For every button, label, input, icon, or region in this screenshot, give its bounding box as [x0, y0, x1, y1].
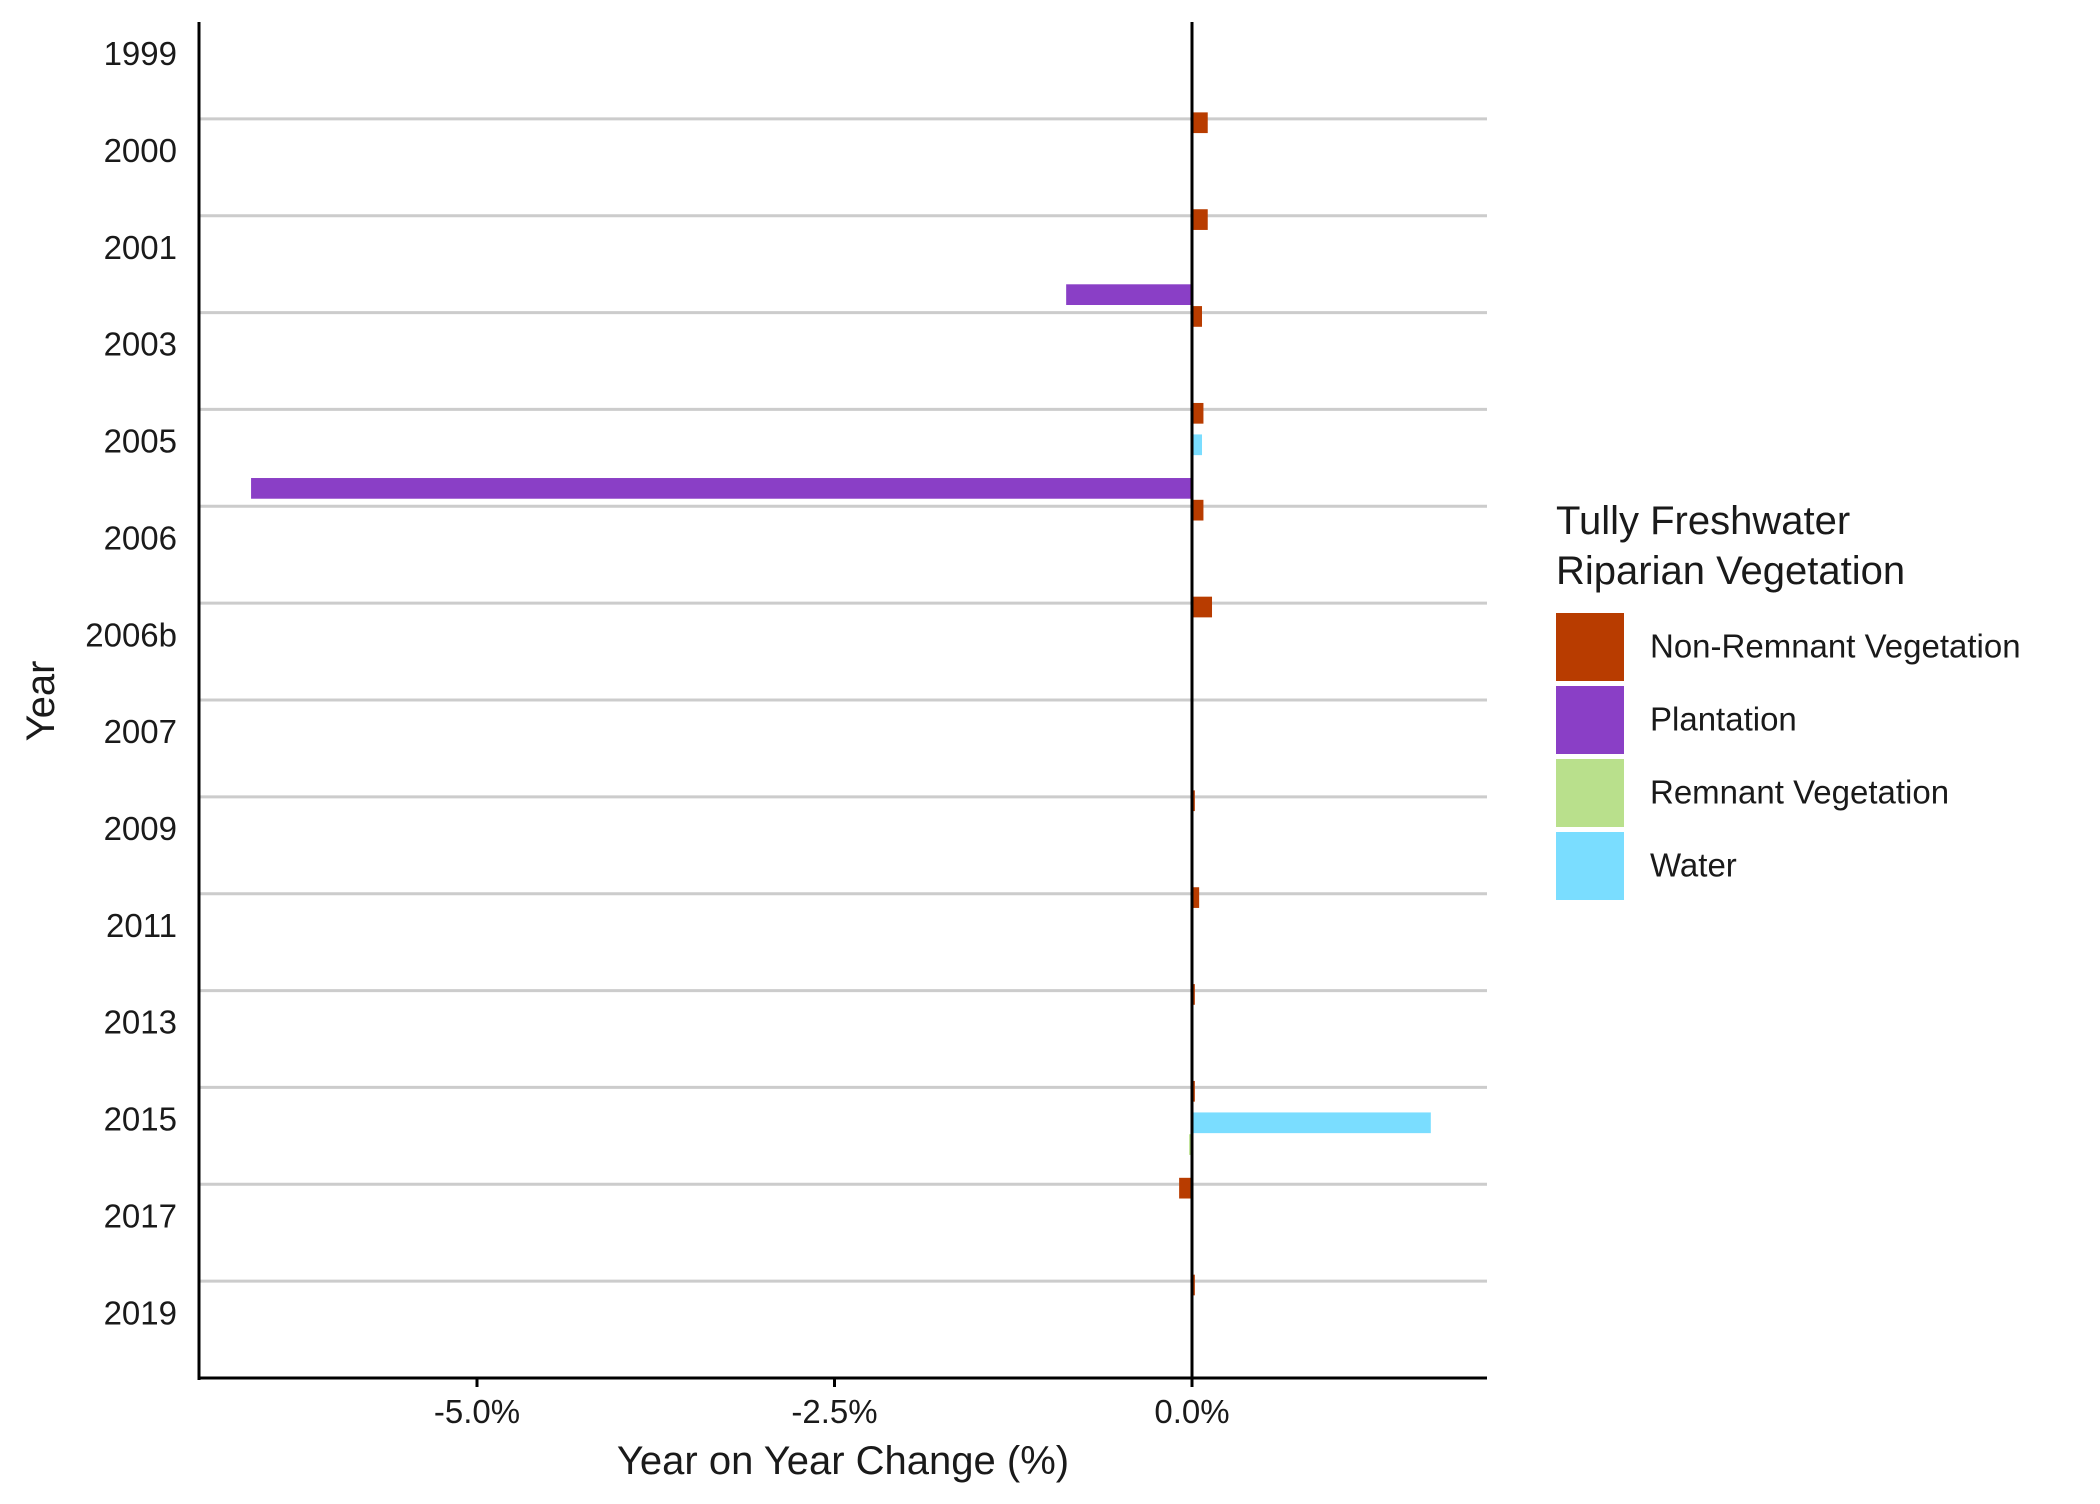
legend-title: Tully Freshwater [1556, 499, 1850, 543]
bar [1192, 499, 1204, 521]
y-tick-label: 2019 [104, 1294, 177, 1331]
y-tick-labels: 1999 2000 2001 2003 2005 2006 2006b 2007 2009 201… [85, 35, 177, 1331]
y-tick-label: 2009 [104, 810, 177, 847]
legend-label: Plantation [1650, 701, 1797, 738]
legend-label: Non-Remnant Vegetation [1650, 628, 2021, 665]
bar [251, 478, 1192, 499]
bar [1192, 306, 1203, 327]
axes [197, 22, 1487, 1380]
legend-label: Water [1650, 847, 1737, 884]
y-tick-label: 1999 [104, 35, 177, 72]
legend-swatch [1556, 832, 1624, 900]
legend-swatch [1556, 686, 1624, 754]
bar [1192, 402, 1204, 424]
x-tick-label: -5.0% [434, 1393, 520, 1430]
bar [1179, 1177, 1192, 1199]
legend-swatch [1556, 613, 1624, 681]
bar [1192, 596, 1213, 618]
bar [1192, 1112, 1431, 1134]
bar [1192, 112, 1208, 134]
x-tick-labels: -5.0% -2.5% 0.0% [434, 1378, 1230, 1430]
legend: Tully Freshwater Riparian Vegetation Non-R… [1556, 499, 2021, 900]
x-tick-label: -2.5% [791, 1393, 877, 1430]
grid-lines [199, 117, 1487, 1283]
y-tick-label: 2003 [104, 326, 177, 363]
legend-swatch [1556, 759, 1624, 827]
y-tick-label: 2013 [104, 1004, 177, 1041]
y-tick-label: 2015 [104, 1101, 177, 1138]
y-tick-label: 2011 [106, 907, 177, 944]
y-axis-label: Year [19, 661, 63, 742]
y-tick-label: 2007 [104, 713, 177, 750]
bars [251, 112, 1431, 1296]
y-tick-label: 2006b [85, 616, 177, 653]
y-tick-label: 2001 [104, 229, 177, 266]
y-tick-label: 2017 [104, 1197, 177, 1234]
y-tick-label: 2006 [104, 519, 177, 556]
bar [1192, 434, 1203, 456]
y-tick-label: 2000 [104, 132, 177, 169]
legend-title: Riparian Vegetation [1556, 549, 1905, 593]
bar [1192, 887, 1200, 908]
y-tick-label: 2005 [104, 423, 177, 460]
legend-label: Remnant Vegetation [1650, 774, 1949, 811]
bar [1192, 209, 1208, 230]
x-axis-label: Year on Year Change (%) [617, 1439, 1069, 1483]
x-tick-label: 0.0% [1154, 1393, 1229, 1430]
bar [1066, 284, 1192, 306]
